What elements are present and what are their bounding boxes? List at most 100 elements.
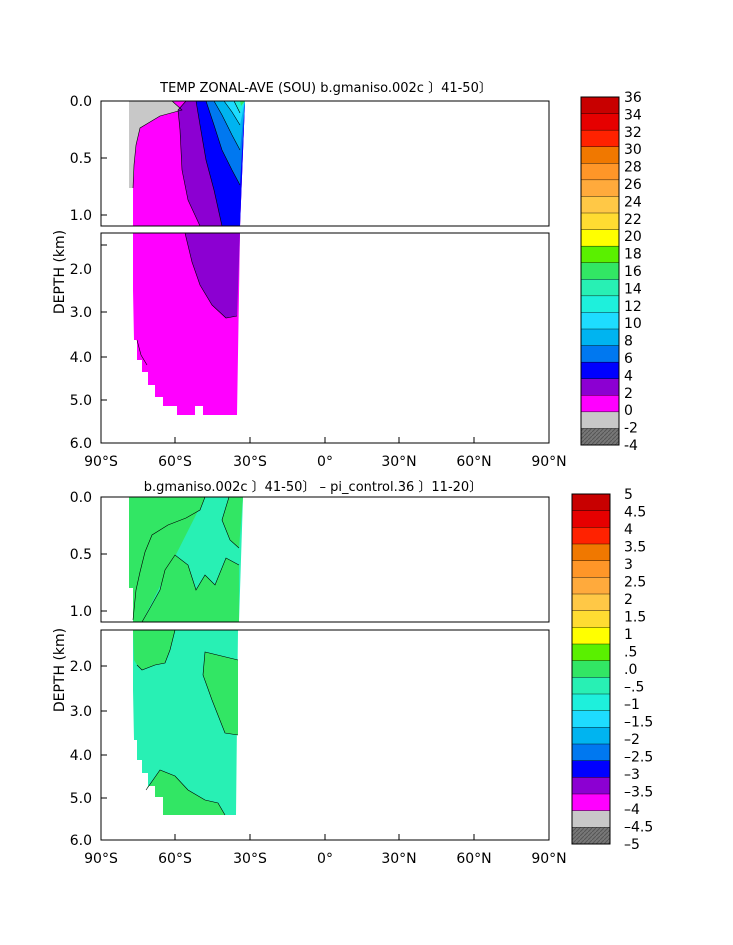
colorbar-label: –.5 — [624, 680, 644, 696]
colorbar-label: 18 — [624, 247, 642, 263]
diff-colorbar: 54.543.532.521.51.5.0–.5–1–1.5–2–2.5–3–3… — [571, 487, 653, 853]
colorbar-swatch — [580, 312, 620, 330]
temp-xtick: 60°N — [456, 454, 491, 470]
colorbar-label: –3.5 — [624, 785, 653, 801]
colorbar-label: 0 — [624, 403, 633, 419]
temp-ytick: 2.0 — [70, 262, 92, 278]
diff-ytick: 3.0 — [70, 704, 92, 720]
colorbar-label: 36 — [624, 90, 642, 106]
colorbar-label: –2.5 — [624, 750, 653, 766]
temp-panel-title: TEMP ZONAL-AVE (SOU) b.gmaniso.002c 〕41-… — [159, 81, 492, 96]
diff-xtick: 30°N — [381, 851, 416, 867]
temp-ytick: 4.0 — [70, 350, 92, 366]
colorbar-swatch — [571, 577, 611, 595]
colorbar-label: 2.5 — [624, 575, 646, 591]
colorbar-swatch — [571, 710, 611, 728]
colorbar-label: 12 — [624, 299, 642, 315]
colorbar-label: 10 — [624, 316, 642, 332]
diff-ytick: 1.0 — [70, 604, 92, 620]
colorbar-label: -2 — [624, 421, 638, 437]
diff-ylabel: DEPTH (km) — [52, 628, 68, 712]
temp-xtick: 60°S — [158, 454, 192, 470]
temp-ytick: 0.5 — [70, 151, 92, 167]
colorbar-swatch — [580, 129, 620, 148]
temp-xtick: 90°S — [84, 454, 118, 470]
colorbar-swatch — [571, 493, 611, 512]
diff-ytick: 0.0 — [70, 490, 92, 506]
temp-xtick: 90°N — [531, 454, 566, 470]
temp-ytick: 6.0 — [70, 436, 92, 452]
diff-xtick: 60°S — [158, 851, 192, 867]
colorbar-swatch — [571, 777, 611, 795]
temp-ytick: 1.0 — [70, 208, 92, 224]
colorbar-swatch — [571, 527, 611, 545]
colorbar-swatch — [571, 593, 611, 612]
temp-xtick: 0° — [317, 454, 333, 470]
colorbar-label: –1 — [624, 697, 640, 713]
temp-ytick: 3.0 — [70, 305, 92, 321]
colorbar-label: 24 — [624, 194, 642, 210]
temp-upper-field — [129, 100, 245, 227]
temp-panel: TEMP ZONAL-AVE (SOU) b.gmaniso.002c 〕41-… — [52, 81, 642, 470]
colorbar-label: 3.5 — [624, 540, 646, 556]
diff-upper-field — [129, 496, 243, 623]
colorbar-swatch — [571, 610, 611, 628]
colorbar-label: –1.5 — [624, 715, 653, 731]
colorbar-swatch — [571, 543, 611, 562]
colorbar-swatch — [571, 677, 611, 695]
colorbar-swatch — [580, 196, 620, 214]
colorbar-swatch — [580, 411, 620, 429]
colorbar-label: –4 — [624, 802, 640, 818]
colorbar-label: 4.5 — [624, 505, 646, 521]
colorbar-swatch — [580, 395, 620, 413]
colorbar-label: 2 — [624, 592, 633, 608]
diff-xtick: 60°N — [456, 851, 491, 867]
colorbar-swatch — [580, 113, 620, 131]
colorbar-label: 6 — [624, 351, 633, 367]
diff-ytick: 4.0 — [70, 748, 92, 764]
colorbar-swatch — [580, 212, 620, 231]
colorbar-swatch — [571, 627, 611, 645]
colorbar-swatch — [580, 146, 620, 164]
diff-lower-field — [133, 629, 239, 816]
colorbar-label: .5 — [624, 645, 637, 661]
colorbar-swatch — [571, 827, 611, 845]
colorbar-swatch — [580, 279, 620, 297]
temp-lower-field — [133, 232, 240, 415]
colorbar-label: 26 — [624, 177, 642, 193]
diff-panel-title: b.gmaniso.002c 〕41-50〕 – pi_control.36 〕… — [144, 480, 482, 495]
diff-ytick: 2.0 — [70, 659, 92, 675]
colorbar-label: 4 — [624, 368, 633, 384]
colorbar-swatch — [580, 163, 620, 181]
colorbar-swatch — [571, 760, 611, 778]
colorbar-label: 4 — [624, 522, 633, 538]
colorbar-swatch — [580, 295, 620, 313]
colorbar-swatch — [580, 345, 620, 363]
colorbar-swatch — [580, 328, 620, 347]
colorbar-label: 2 — [624, 386, 633, 402]
temp-ytick: 0.0 — [70, 94, 92, 110]
colorbar-swatch — [571, 643, 611, 662]
colorbar-label: 32 — [624, 125, 642, 141]
colorbar-label: 30 — [624, 142, 642, 158]
colorbar-label: 22 — [624, 212, 642, 228]
temp-ytick: 5.0 — [70, 393, 92, 409]
colorbar-swatch — [571, 693, 611, 712]
colorbar-swatch — [580, 428, 620, 446]
colorbar-label: –4.5 — [624, 820, 653, 836]
colorbar-swatch — [580, 378, 620, 396]
diff-xtick: 30°S — [233, 851, 267, 867]
temp-ylabel: DEPTH (km) — [52, 230, 68, 314]
diff-ytick: 5.0 — [70, 791, 92, 807]
colorbar-swatch — [571, 510, 611, 528]
colorbar-swatch — [580, 179, 620, 197]
diff-ytick: 0.5 — [70, 547, 92, 563]
colorbar-swatch — [580, 262, 620, 280]
colorbar-label: –2 — [624, 732, 640, 748]
colorbar-label: 34 — [624, 107, 642, 123]
colorbar-swatch — [580, 361, 620, 380]
temp-xtick: 30°N — [381, 454, 416, 470]
colorbar-label: –3 — [624, 767, 640, 783]
